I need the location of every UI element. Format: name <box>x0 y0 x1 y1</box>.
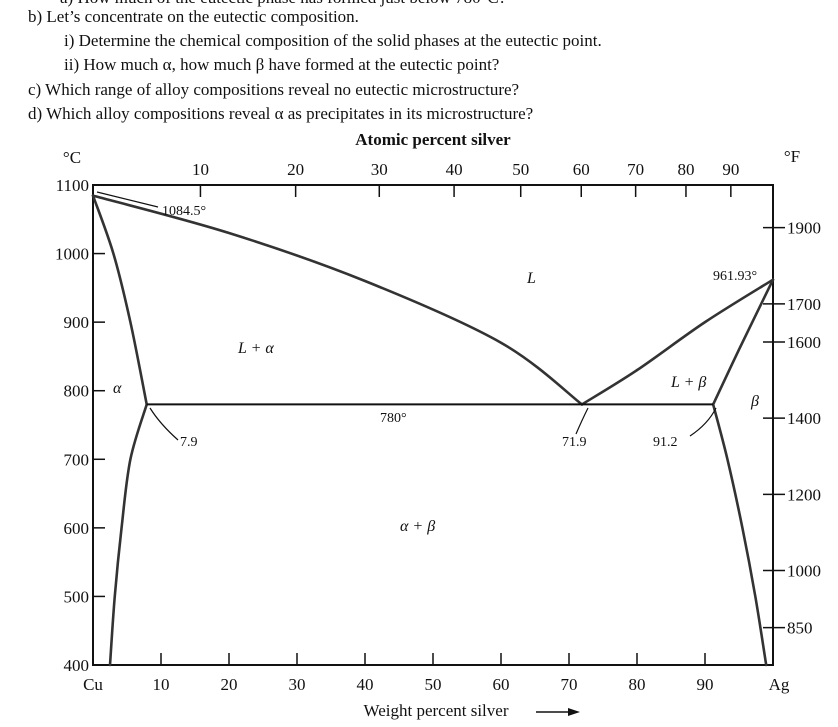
beta-limit-label: 91.2 <box>653 435 678 450</box>
right-tick-label: 1900 <box>787 219 821 238</box>
x-tick-label: 50 <box>425 675 442 694</box>
liquidus-left-curve <box>91 194 584 406</box>
top-tick-label: 80 <box>677 160 694 179</box>
top-tick-label: 30 <box>371 160 388 179</box>
x-tick-label: 70 <box>561 675 578 694</box>
x-axis-title: Weight percent silver <box>364 701 509 720</box>
right-tick-label: 1700 <box>787 295 821 314</box>
y-tick-label: 1100 <box>56 176 89 195</box>
right-tick-label: 1600 <box>787 333 821 352</box>
y-tick-label: 700 <box>64 450 90 469</box>
question-b-i: i) Determine the chemical composition of… <box>64 31 602 50</box>
right-ticks: 850 1000 1200 1400 1600 1700 1900 <box>763 219 821 638</box>
right-tick-label: 1200 <box>787 485 821 504</box>
right-tick-label: 1400 <box>787 409 821 428</box>
phase-label-l-alpha: L + α <box>237 340 274 357</box>
phase-label-liquid: L <box>526 270 536 287</box>
solvus-right-curve <box>711 403 768 667</box>
cu-melting-label: 1084.5° <box>162 204 206 219</box>
y-tick-label: 500 <box>64 587 90 606</box>
y-tick-label: 900 <box>64 313 90 332</box>
x-tick-label: 40 <box>357 675 374 694</box>
y-tick-label: 1000 <box>55 245 89 264</box>
right-tick-label: 850 <box>787 619 813 638</box>
liquidus-right-curve <box>580 278 775 406</box>
top-tick-label: 70 <box>627 160 644 179</box>
x-right-label: Ag <box>769 675 790 694</box>
top-tick-label: 60 <box>573 160 590 179</box>
bottom-ticks: 10 20 30 40 50 60 70 80 90 <box>153 653 714 694</box>
plot-frame <box>92 184 774 666</box>
x-tick-label: 90 <box>697 675 714 694</box>
y-tick-label: 600 <box>64 519 90 538</box>
x-tick-label: 20 <box>221 675 238 694</box>
top-tick-label: 40 <box>446 160 463 179</box>
y-tick-label: 400 <box>64 656 90 675</box>
solvus-left-curve <box>108 403 149 667</box>
question-a-fragment: a) How much of the eutectic phase has fo… <box>60 0 506 8</box>
ag-melting-label: 961.93° <box>713 269 757 284</box>
x-tick-label: 30 <box>289 675 306 694</box>
top-ticks: 10 20 30 40 50 60 70 80 90 <box>192 160 739 197</box>
top-axis-title: Atomic percent silver <box>355 130 511 149</box>
x-tick-label: 10 <box>153 675 170 694</box>
top-tick-label: 90 <box>722 160 739 179</box>
left-ticks: 400 500 600 700 800 900 1000 1100 <box>55 176 105 675</box>
right-tick-label: 1000 <box>787 562 821 581</box>
x-axis-arrow <box>536 708 580 716</box>
top-tick-label: 50 <box>512 160 529 179</box>
x-tick-label: 60 <box>493 675 510 694</box>
solidus-left-curve <box>91 194 149 406</box>
y-unit-fahrenheit: °F <box>784 147 800 166</box>
top-tick-label: 20 <box>287 160 304 179</box>
phase-label-beta: β <box>750 393 759 410</box>
eutectic-comp-label: 71.9 <box>562 435 587 450</box>
question-c: c) Which range of alloy compositions rev… <box>28 80 520 99</box>
alpha-limit-label: 7.9 <box>180 435 198 450</box>
phase-label-alpha-beta: α + β <box>400 518 435 535</box>
y-unit-celsius: °C <box>63 148 81 167</box>
annotation-leaders <box>96 191 717 441</box>
phase-label-alpha: α <box>113 380 122 397</box>
x-left-label: Cu <box>83 675 103 694</box>
question-b: b) Let’s concentrate on the eutectic com… <box>28 7 359 26</box>
y-tick-label: 800 <box>64 382 90 401</box>
phase-boundaries <box>91 194 775 667</box>
question-b-ii: ii) How much α, how much β have formed a… <box>64 55 500 74</box>
question-d: d) Which alloy compositions reveal α as … <box>28 104 534 123</box>
phase-label-l-beta: L + β <box>670 374 706 391</box>
x-tick-label: 80 <box>629 675 646 694</box>
solidus-right-curve <box>711 278 775 406</box>
eutectic-temp-label: 780° <box>380 411 407 426</box>
top-tick-label: 10 <box>192 160 209 179</box>
